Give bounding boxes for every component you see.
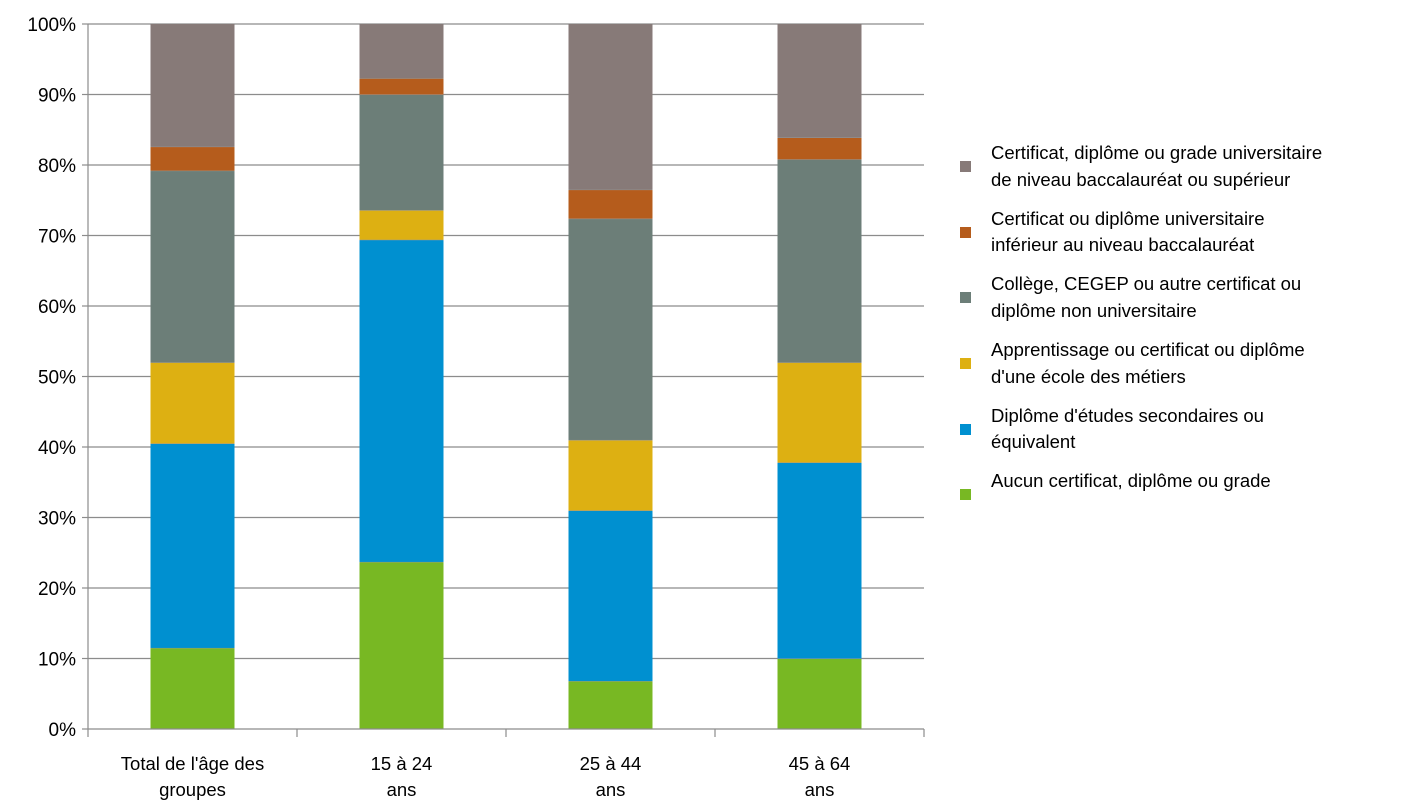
axes [82, 23, 925, 737]
x-tick-label: 45 à 64 [789, 753, 851, 774]
y-tick-label: 20% [38, 579, 76, 600]
y-tick-label: 0% [49, 720, 77, 741]
x-tick-label: 25 à 44 [580, 753, 642, 774]
bar-segment [568, 510, 653, 682]
legend-swatch [960, 226, 971, 238]
legend-swatch [960, 161, 971, 172]
bar-segment [150, 443, 235, 648]
bar-segment [568, 24, 653, 190]
y-tick-label: 60% [38, 297, 76, 318]
legend-swatch [960, 423, 971, 435]
legend-label: Certificat, diplôme ou grade universitai… [991, 142, 1323, 190]
bar-segment [568, 218, 653, 440]
bar-segment [150, 24, 235, 147]
x-tick-label: ans [387, 779, 417, 800]
x-tick-label: 15 à 24 [371, 753, 433, 774]
legend-label: Aucun certificat, diplôme ou grade [991, 470, 1271, 492]
legend-item-college-cegep: Collège, CEGEP ou autre certificat ou di… [960, 271, 1400, 325]
legend-label: Collège, CEGEP ou autre certificat ou di… [991, 273, 1302, 322]
bar-segment [777, 658, 862, 729]
bar-segment [777, 24, 862, 138]
bar-segment [150, 170, 235, 363]
bar-segment [359, 94, 444, 211]
x-tick-labels: Total de l'âge des groupes 15 à 24 ans 25 à … [121, 753, 851, 800]
x-tick-label: Total de l'âge des [121, 753, 264, 774]
legend-item-secondary: Diplôme d'études secondaires ou équivale… [960, 403, 1400, 457]
y-tick-label: 50% [38, 368, 76, 389]
y-tick-label: 10% [38, 650, 76, 671]
y-tick-label: 30% [38, 509, 76, 530]
y-tick-labels: 0% 10% 20% 30% 40% 50% 60% 70% 80% 90% 100% [27, 15, 76, 741]
legend-item-apprenticeship: Apprentissage ou certificat ou diplôme d… [960, 337, 1400, 391]
legend-swatch [960, 489, 971, 501]
legend-item-none: Aucun certificat, diplôme ou grade [960, 468, 1400, 501]
bar-segment [359, 210, 444, 240]
y-tick-label: 80% [38, 156, 76, 177]
y-tick-label: 90% [38, 86, 76, 107]
y-tick-label: 40% [38, 438, 76, 459]
y-tick-label: 100% [27, 15, 76, 36]
bar-stacks [150, 24, 862, 729]
bar-segment [777, 137, 862, 160]
bar-segment [777, 462, 862, 659]
bar-segment [568, 439, 653, 511]
bar-segment [359, 24, 444, 79]
legend-swatch [960, 292, 971, 304]
x-tick-label: ans [805, 779, 835, 800]
legend: Certificat, diplôme ou grade universitai… [960, 140, 1400, 501]
x-tick-label: groupes [159, 779, 226, 800]
bar-segment [777, 362, 862, 463]
legend-item-below-bachelor: Certificat ou diplôme universitaire infé… [960, 206, 1400, 260]
x-tick-label: ans [596, 779, 626, 800]
y-tick-label: 70% [38, 227, 76, 248]
bar-segment [359, 239, 444, 562]
bar-segment [150, 362, 235, 444]
bar-segment [150, 146, 235, 171]
bar-segment [777, 159, 862, 363]
bar-segment [359, 561, 444, 729]
legend-label: Diplôme d'études secondaires ou équivale… [991, 404, 1264, 453]
legend-item-bachelor-or-higher: Certificat, diplôme ou grade universitai… [960, 140, 1400, 194]
legend-label: Certificat ou diplôme universitaire infé… [991, 207, 1265, 256]
bar-segment [150, 647, 235, 729]
bar-segment [568, 681, 653, 729]
bar-segment [568, 189, 653, 219]
bar-segment [359, 78, 444, 95]
legend-swatch [960, 357, 971, 369]
legend-label: Apprentissage ou certificat ou diplôme d… [991, 338, 1305, 387]
